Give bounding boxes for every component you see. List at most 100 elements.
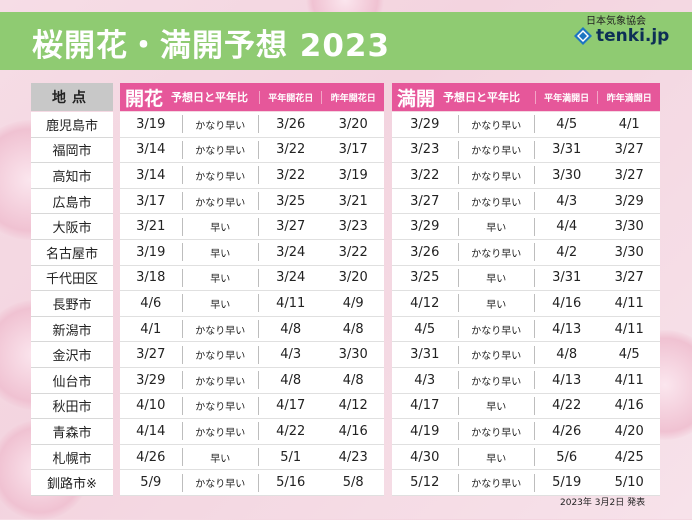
full-bloom-last-year-date: 3/27 <box>614 270 644 286</box>
full-bloom-forecast-date: 3/29 <box>410 116 440 132</box>
full-bloom-forecast-date: 4/19 <box>410 423 440 439</box>
full-bloom-vs-normal: かなり早い <box>457 192 535 211</box>
bloom-normal-date: 3/22 <box>276 167 306 183</box>
full-bloom-title: 満開 <box>397 87 436 110</box>
location-name: 高知市 <box>31 163 113 189</box>
bloom-row: 4/26 早い 5/1 4/23 <box>120 445 384 471</box>
bloom-row: 3/17 かなり早い 3/25 3/21 <box>120 189 384 215</box>
bloom-panel: 開花 予想日と平年比 平年開花日 昨年開花日 3/19 かなり早い 3/26 3/20… <box>120 83 384 496</box>
bloom-normal-date: 4/17 <box>276 398 306 414</box>
bloom-vs-normal: かなり早い <box>181 320 259 339</box>
bloom-vs-normal: かなり早い <box>181 192 259 211</box>
page-title: 桜開花・満開予想 2023 <box>32 28 391 64</box>
bloom-normal-date: 5/16 <box>276 475 306 491</box>
bloom-normal-date: 4/11 <box>276 295 306 311</box>
bloom-last-year-date: 3/20 <box>338 270 368 286</box>
bloom-forecast-date: 4/6 <box>140 295 162 311</box>
bloom-row: 3/27 かなり早い 4/3 3/30 <box>120 342 384 368</box>
bloom-row: 5/9 かなり早い 5/16 5/8 <box>120 470 384 496</box>
full-bloom-panel: 満開 予想日と平年比 平年満開日 昨年満開日 3/29 かなり早い 4/5 4/1 3/… <box>392 83 660 496</box>
full-bloom-forecast-date: 4/12 <box>410 295 440 311</box>
bloom-vs-normal: 早い <box>181 217 259 236</box>
bloom-last-year-date: 3/21 <box>338 193 368 209</box>
full-bloom-vs-normal: かなり早い <box>457 473 535 492</box>
full-bloom-row: 3/29 早い 4/4 3/30 <box>392 214 660 240</box>
full-bloom-vs-normal: 早い <box>457 268 535 287</box>
full-bloom-forecast-date: 3/23 <box>410 142 440 158</box>
bloom-vs-normal: かなり早い <box>181 473 259 492</box>
location-name: 大阪市 <box>31 214 113 240</box>
full-bloom-vs-normal: かなり早い <box>457 371 535 390</box>
full-bloom-normal-date: 4/22 <box>552 398 582 414</box>
location-name: 仙台市 <box>31 367 113 394</box>
bloom-last-year-date: 3/17 <box>338 142 368 158</box>
full-bloom-last-year-date: 3/30 <box>614 219 644 235</box>
full-bloom-normal-date: 3/30 <box>552 167 582 183</box>
full-bloom-row: 4/5 かなり早い 4/13 4/11 <box>392 317 660 343</box>
full-bloom-row: 5/12 かなり早い 5/19 5/10 <box>392 470 660 496</box>
logo: tenki.jp <box>574 26 669 46</box>
location-name: 青森市 <box>31 419 113 445</box>
bloom-last-year-date: 5/8 <box>342 475 364 491</box>
full-bloom-last-year-date: 3/29 <box>614 193 644 209</box>
full-bloom-last-year-date: 4/11 <box>614 295 644 311</box>
bloom-row: 3/14 かなり早い 3/22 3/17 <box>120 138 384 164</box>
bloom-last-year-date: 4/9 <box>342 295 364 311</box>
full-bloom-last-year-date: 4/16 <box>614 398 644 414</box>
logo-brand: tenki.jp <box>596 26 670 46</box>
bloom-title: 開花 <box>125 87 164 110</box>
full-bloom-last-year-date: 4/1 <box>618 116 640 132</box>
full-bloom-normal-date: 4/13 <box>552 372 582 388</box>
location-name: 金沢市 <box>31 342 113 368</box>
location-name: 秋田市 <box>31 393 113 420</box>
bloom-forecast-date: 5/9 <box>140 475 162 491</box>
full-bloom-last-year-date: 3/30 <box>614 244 644 260</box>
location-column: 地点 鹿児島市 福岡市 高知市 広島市 大阪市 名古屋市 千代田区 長野市 新潟市 金沢市 仙台市秋… <box>31 83 113 496</box>
full-bloom-normal-date: 4/5 <box>556 116 578 132</box>
full-bloom-row: 4/19 かなり早い 4/26 4/20 <box>392 419 660 445</box>
full-bloom-last-year-date: 3/27 <box>614 167 644 183</box>
full-bloom-header: 満開 予想日と平年比 平年満開日 昨年満開日 <box>392 83 660 111</box>
bloom-normal-header: 平年開花日 <box>258 90 322 104</box>
bloom-vs-normal: かなり早い <box>181 140 259 159</box>
location-name: 千代田区 <box>31 265 113 292</box>
location-header: 地点 <box>31 83 113 111</box>
bloom-last-header: 昨年開花日 <box>321 90 384 104</box>
full-bloom-forecast-date: 3/31 <box>410 347 440 363</box>
full-bloom-last-year-date: 3/27 <box>614 142 644 158</box>
full-bloom-vs-normal: かなり早い <box>457 115 535 134</box>
bloom-vs-normal: 早い <box>181 268 259 287</box>
full-bloom-normal-date: 4/4 <box>556 219 578 235</box>
bloom-normal-date: 3/27 <box>276 219 306 235</box>
bloom-forecast-date: 3/27 <box>136 347 166 363</box>
bloom-row: 4/10 かなり早い 4/17 4/12 <box>120 394 384 420</box>
bloom-forecast-date: 3/29 <box>136 372 166 388</box>
bloom-forecast-date: 3/19 <box>136 116 166 132</box>
bloom-forecast-date: 4/26 <box>136 449 166 465</box>
bloom-normal-date: 3/24 <box>276 244 306 260</box>
full-bloom-normal-date: 4/3 <box>556 193 578 209</box>
full-bloom-last-year-date: 5/10 <box>614 475 644 491</box>
full-bloom-row: 3/31 かなり早い 4/8 4/5 <box>392 342 660 368</box>
full-bloom-vs-normal: 早い <box>457 448 535 467</box>
full-bloom-row: 3/27 かなり早い 4/3 3/29 <box>392 189 660 215</box>
full-bloom-row: 4/3 かなり早い 4/13 4/11 <box>392 368 660 394</box>
bloom-last-year-date: 3/19 <box>338 167 368 183</box>
full-bloom-last-year-date: 4/20 <box>614 423 644 439</box>
bloom-forecast-date: 3/14 <box>136 142 166 158</box>
bloom-vs-normal: かなり早い <box>181 422 259 441</box>
bloom-row: 4/6 早い 4/11 4/9 <box>120 291 384 317</box>
bloom-last-year-date: 3/23 <box>338 219 368 235</box>
bloom-forecast-date: 4/10 <box>136 398 166 414</box>
full-bloom-forecast-date: 4/17 <box>410 398 440 414</box>
bloom-subtitle: 予想日と平年比 <box>171 91 249 104</box>
bloom-forecast-date: 4/1 <box>140 321 162 337</box>
full-bloom-forecast-date: 4/5 <box>414 321 436 337</box>
bloom-normal-date: 3/22 <box>276 142 306 158</box>
bloom-vs-normal: 早い <box>181 243 259 262</box>
full-bloom-forecast-date: 3/22 <box>410 167 440 183</box>
full-bloom-forecast-date: 3/26 <box>410 244 440 260</box>
bloom-vs-normal: かなり早い <box>181 396 259 415</box>
full-bloom-vs-normal: かなり早い <box>457 422 535 441</box>
full-bloom-forecast-date: 4/30 <box>410 449 440 465</box>
